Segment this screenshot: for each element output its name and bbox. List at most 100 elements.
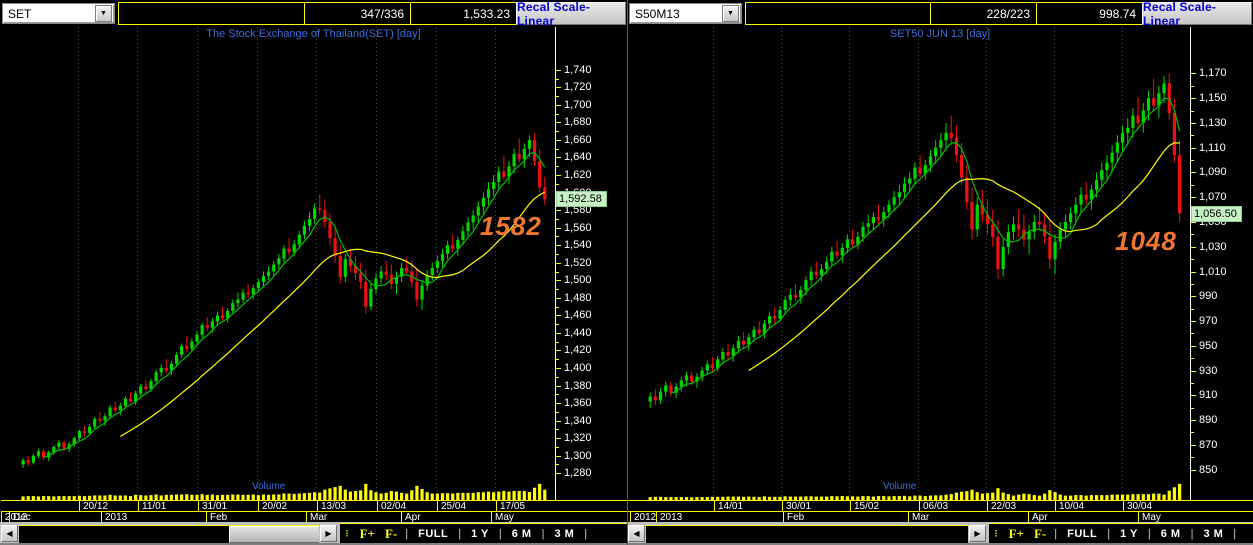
range-6m-button[interactable]: 6 M (1160, 528, 1181, 540)
header-price-field[interactable]: 998.74 (1036, 2, 1143, 25)
chart-area[interactable]: The Stock Exchange of Thailand(SET) [day… (0, 27, 627, 500)
panel-header: S50M13 ▼ 228/223 998.74 Recal Scale-Line… (627, 0, 1253, 28)
month-tick-label: May (1138, 512, 1161, 523)
axis-tick-label: 910 (1199, 389, 1218, 401)
month-tick-label: Mar (306, 512, 327, 523)
range-full-button[interactable]: FULL (1067, 528, 1098, 540)
zoom-in-button[interactable]: F+ (1008, 526, 1024, 541)
axis-minor-tick (1191, 408, 1194, 409)
axis-tick-label: 1,380 (564, 380, 592, 392)
month-tick-label: 2013 (656, 512, 682, 523)
axis-tick (1191, 247, 1196, 248)
axis-tick (1191, 371, 1196, 372)
horizontal-scrollbar[interactable] (646, 524, 968, 543)
axis-tick-label: 1,300 (564, 450, 592, 462)
axis-line (1190, 27, 1191, 500)
axis-tick (1191, 123, 1196, 124)
axis-tick-label: 1,680 (564, 116, 592, 128)
axis-minor-tick (556, 377, 559, 378)
axis-tick (1191, 172, 1196, 173)
scrollbar-thumb[interactable] (229, 525, 319, 543)
header-blank-field[interactable] (118, 2, 305, 25)
axis-tick (556, 368, 561, 369)
axis-tick (1191, 321, 1196, 322)
bottom-toolbar: ◀ ▶ ⠇ F+ F- | FULL | 1 Y | 6 M | 3 M | (627, 522, 1253, 545)
axis-tick-label: 1,420 (564, 344, 592, 356)
month-tick-label: 2012 (1, 512, 27, 523)
scroll-right-icon[interactable]: ▶ (969, 525, 986, 542)
header-price-field[interactable]: 1,533.23 (410, 2, 517, 25)
scroll-left-icon[interactable]: ◀ (628, 525, 645, 542)
price-axis[interactable]: 850 870 890 910 930 950 970 990 1,010 1,030 1,050 1… (1190, 27, 1253, 500)
axis-tick-label: 970 (1199, 315, 1218, 327)
axis-tick-label: 1,090 (1199, 166, 1227, 178)
axis-minor-tick (1191, 234, 1194, 235)
bottom-toolbar: ◀ ▶ ⠇ F+ F- | FULL | 1 Y | 6 M | 3 M | (0, 522, 627, 545)
axis-tick (556, 87, 561, 88)
range-full-button[interactable]: FULL (418, 528, 449, 540)
axis-tick (556, 175, 561, 176)
axis-minor-tick (556, 184, 559, 185)
axis-tick-label: 1,700 (564, 99, 592, 111)
header-blank-field[interactable] (745, 2, 931, 25)
axis-minor-tick (556, 79, 559, 80)
zoom-out-button[interactable]: F- (1033, 526, 1047, 541)
price-axis[interactable]: 1,280 1,300 1,320 1,340 1,360 1,380 1,400 1,420… (555, 27, 627, 500)
axis-minor-tick (556, 166, 559, 167)
header-ratio-field[interactable]: 228/223 (930, 2, 1037, 25)
current-price-flag: 1,056.50 (1191, 206, 1242, 222)
separator: | (405, 528, 409, 540)
separator: | (1054, 528, 1058, 540)
chart-area[interactable]: SET50 JUN 13 [day] 850 870 890 910 930 950 970… (627, 27, 1253, 500)
axis-tick-label: 1,070 (1199, 191, 1227, 203)
axis-tick-label: 1,340 (564, 415, 592, 427)
price-plot[interactable] (18, 27, 555, 500)
range-3m-button[interactable]: 3 M (554, 528, 575, 540)
axis-tick (556, 315, 561, 316)
axis-tick (1191, 470, 1196, 471)
axis-tick (556, 210, 561, 211)
zoom-out-button[interactable]: F- (384, 526, 398, 541)
chevron-down-icon[interactable]: ▼ (95, 5, 112, 22)
axis-tick (1191, 346, 1196, 347)
date-tick-label: 20/12 (79, 501, 108, 512)
axis-tick (556, 70, 561, 71)
symbol-select[interactable]: S50M13 ▼ (629, 3, 742, 24)
separator: | (541, 528, 545, 540)
symbol-select-value: SET (8, 6, 32, 21)
zoom-in-button[interactable]: F+ (359, 526, 375, 541)
scroll-left-icon[interactable]: ◀ (1, 525, 18, 542)
scroll-right-icon[interactable]: ▶ (320, 525, 337, 542)
header-ratio-field[interactable]: 347/336 (304, 2, 411, 25)
candlestick-canvas (21, 27, 547, 500)
separator: | (1233, 528, 1237, 540)
axis-tick-label: 1,110 (1199, 142, 1226, 154)
recal-scale-button[interactable]: Recal Scale-Linear (516, 0, 626, 28)
axis-minor-tick (1191, 358, 1194, 359)
chart-panel: SET ▼ 347/336 1,533.23 Recal Scale-Linea… (0, 0, 627, 545)
date-row-months: 2012 Dec 2013 Feb Mar Apr May (1, 511, 627, 523)
panel-divider[interactable] (627, 0, 628, 545)
chevron-down-icon[interactable]: ▼ (722, 5, 739, 22)
axis-minor-tick (1191, 309, 1194, 310)
axis-minor-tick (556, 412, 559, 413)
axis-minor-tick (1191, 160, 1194, 161)
axis-minor-tick (556, 131, 559, 132)
range-1y-button[interactable]: 1 Y (1120, 528, 1138, 540)
month-tick-label: Feb (206, 512, 227, 523)
range-6m-button[interactable]: 6 M (511, 528, 532, 540)
range-3m-button[interactable]: 3 M (1203, 528, 1224, 540)
axis-minor-tick (1191, 457, 1194, 458)
recal-scale-button[interactable]: Recal Scale-Linear (1142, 0, 1252, 28)
range-buttons: ⠇ F+ F- | FULL | 1 Y | 6 M | 3 M | (989, 523, 1253, 544)
horizontal-scrollbar[interactable] (19, 524, 319, 543)
date-row-days: 14/01 30/01 15/02 06/03 22/03 10/04 30/04 (628, 500, 1253, 512)
symbol-select[interactable]: SET ▼ (2, 3, 115, 24)
axis-tick-label: 1,170 (1199, 67, 1227, 79)
axis-minor-tick (556, 307, 559, 308)
range-1y-button[interactable]: 1 Y (471, 528, 489, 540)
price-plot[interactable] (645, 27, 1190, 500)
axis-minor-tick (556, 464, 559, 465)
date-tick-label: 30/01 (782, 501, 811, 512)
axis-minor-tick (556, 149, 559, 150)
